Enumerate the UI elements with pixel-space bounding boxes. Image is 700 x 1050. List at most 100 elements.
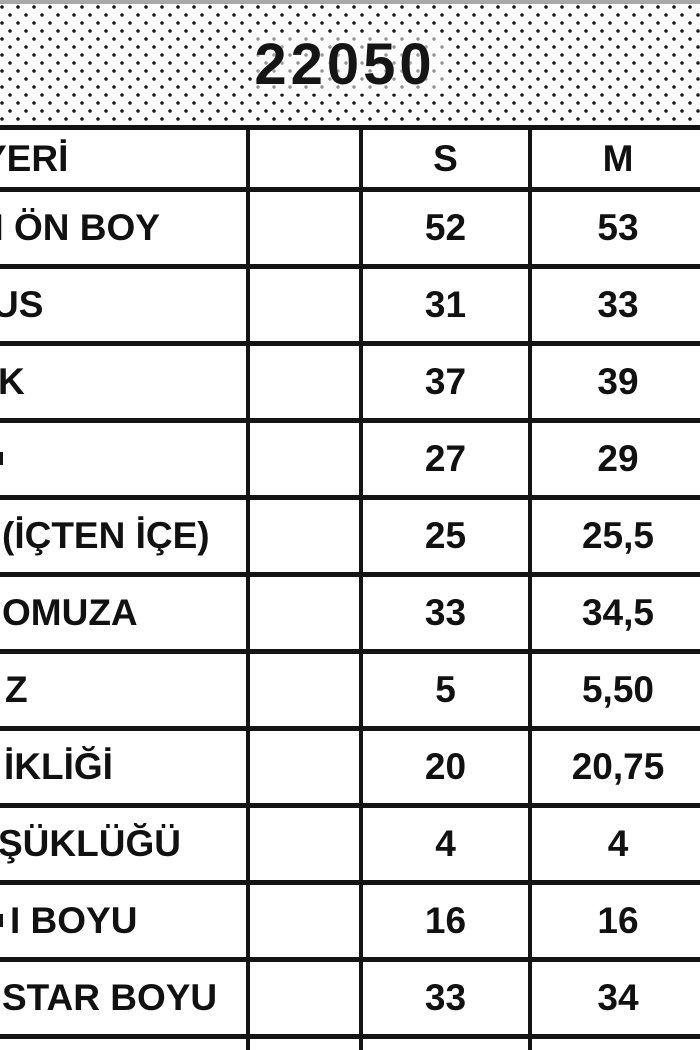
row-value-m-cell: 4 xyxy=(532,808,700,880)
row-label-cell xyxy=(0,423,250,495)
row-value-s-cell: 5 xyxy=(363,654,532,726)
row-value-m-cell: 33 xyxy=(532,269,700,341)
style-code: 22050 xyxy=(254,35,446,94)
table-row: 27 29 xyxy=(0,423,700,500)
table-row: K 37 39 xyxy=(0,346,700,423)
row-value-m: 53 xyxy=(597,207,639,248)
row-value-s: 16 xyxy=(424,900,467,941)
row-value-s-cell: 16 xyxy=(363,885,532,957)
row-value-m-cell: 25,5 xyxy=(532,500,700,572)
row-value-s: 20 xyxy=(424,746,467,787)
clipped-letter-fragment xyxy=(0,452,3,465)
table-row: US 31 33 xyxy=(0,269,700,346)
row-label-cell: N ÖN BOY xyxy=(0,192,250,264)
row-value-m: 16 xyxy=(597,900,639,941)
row-label-cell: İKLİĞİ xyxy=(0,731,250,803)
clipped-letter-fragment xyxy=(0,914,3,927)
row-label: STAR BOYU xyxy=(2,977,218,1018)
header-location-cell: YERİ xyxy=(0,130,250,187)
row-value-m: 39 xyxy=(597,361,639,402)
row-value-s: 52 xyxy=(424,207,467,248)
row-label-cell: US xyxy=(0,269,250,341)
row-tolerance-cell xyxy=(250,500,363,572)
row-value-s-cell: 33 xyxy=(363,577,532,649)
row-value-m-cell: 5,50 xyxy=(532,654,700,726)
header-location-label: YERİ xyxy=(0,137,69,179)
row-value-s: 25 xyxy=(424,515,467,556)
row-value-s-cell: 20 xyxy=(363,731,532,803)
row-value-s-cell: 27 xyxy=(363,423,532,495)
cutoff-cell xyxy=(250,1039,363,1050)
row-value-m-cell: 20,75 xyxy=(532,731,700,803)
row-value-s-cell: 25 xyxy=(363,500,532,572)
row-label-cell: K xyxy=(0,346,250,418)
row-value-s: 33 xyxy=(424,592,467,633)
row-label: N ÖN BOY xyxy=(0,207,160,248)
row-tolerance-cell xyxy=(250,192,363,264)
row-label-cell: Z xyxy=(0,654,250,726)
top-gray-strip xyxy=(0,0,700,4)
row-value-m: 4 xyxy=(607,823,629,864)
row-tolerance-cell xyxy=(250,346,363,418)
row-tolerance-cell xyxy=(250,885,363,957)
row-value-m-cell: 34 xyxy=(532,962,700,1034)
row-tolerance-cell xyxy=(250,654,363,726)
row-value-s: 5 xyxy=(435,669,456,710)
row-value-m: 5,50 xyxy=(581,669,654,710)
table-row: STAR BOYU 33 34 xyxy=(0,962,700,1039)
row-tolerance-cell xyxy=(250,962,363,1034)
row-tolerance-cell xyxy=(250,423,363,495)
row-label-cell: STAR BOYU xyxy=(0,962,250,1034)
row-label-cell: (İÇTEN İÇE) xyxy=(0,500,250,572)
row-tolerance-cell xyxy=(250,269,363,341)
row-value-s: 4 xyxy=(435,823,456,864)
row-value-s-cell: 4 xyxy=(363,808,532,880)
row-label: I BOYU xyxy=(10,900,138,941)
row-value-m-cell: 16 xyxy=(532,885,700,957)
table-row: OMUZA 33 34,5 xyxy=(0,577,700,654)
row-value-m: 20,75 xyxy=(571,746,665,787)
cutoff-cell xyxy=(0,1039,250,1050)
row-label: İKLİĞİ xyxy=(4,746,113,787)
row-value-s-cell: 52 xyxy=(363,192,532,264)
row-value-m-cell: 34,5 xyxy=(532,577,700,649)
row-label-cell: I BOYU xyxy=(0,885,250,957)
row-tolerance-cell xyxy=(250,731,363,803)
row-tolerance-cell xyxy=(250,808,363,880)
measurement-table: YERİ S M N ÖN BOY 52 53 US xyxy=(0,125,700,1050)
table-row: I BOYU 16 16 xyxy=(0,885,700,962)
row-value-m: 34,5 xyxy=(581,592,654,633)
table-body: N ÖN BOY 52 53 US 31 33 K 37 xyxy=(0,192,700,1039)
table-row: İKLİĞİ 20 20,75 xyxy=(0,731,700,808)
cutoff-cell xyxy=(532,1039,700,1050)
table-header-row: YERİ S M xyxy=(0,125,700,192)
row-value-m: 29 xyxy=(597,438,639,479)
row-label-cell: OMUZA xyxy=(0,577,250,649)
row-value-s-cell: 33 xyxy=(363,962,532,1034)
row-value-s: 37 xyxy=(424,361,467,402)
header-size-s-label: S xyxy=(433,137,458,179)
row-label: (İÇTEN İÇE) xyxy=(2,515,210,556)
table-row: ŞÜKLÜĞÜ 4 4 xyxy=(0,808,700,885)
table-row: N ÖN BOY 52 53 xyxy=(0,192,700,269)
row-value-s-cell: 31 xyxy=(363,269,532,341)
row-value-m: 25,5 xyxy=(581,515,654,556)
header-tolerance-cell xyxy=(250,130,363,187)
row-label: OMUZA xyxy=(2,592,138,633)
table-row-cutoff xyxy=(0,1039,700,1050)
header-size-s-cell: S xyxy=(363,130,532,187)
row-value-s: 27 xyxy=(424,438,467,479)
row-tolerance-cell xyxy=(250,577,363,649)
cutoff-cell xyxy=(363,1039,532,1050)
row-value-s: 33 xyxy=(424,977,467,1018)
row-value-s-cell: 37 xyxy=(363,346,532,418)
row-value-m-cell: 39 xyxy=(532,346,700,418)
row-label: K xyxy=(0,361,25,402)
table-row: Z 5 5,50 xyxy=(0,654,700,731)
row-value-m: 34 xyxy=(597,977,639,1018)
row-value-m-cell: 29 xyxy=(532,423,700,495)
row-label: US xyxy=(0,284,44,325)
dotted-title-band: 22050 xyxy=(0,4,700,125)
table-row: (İÇTEN İÇE) 25 25,5 xyxy=(0,500,700,577)
row-label: ŞÜKLÜĞÜ xyxy=(0,823,181,864)
